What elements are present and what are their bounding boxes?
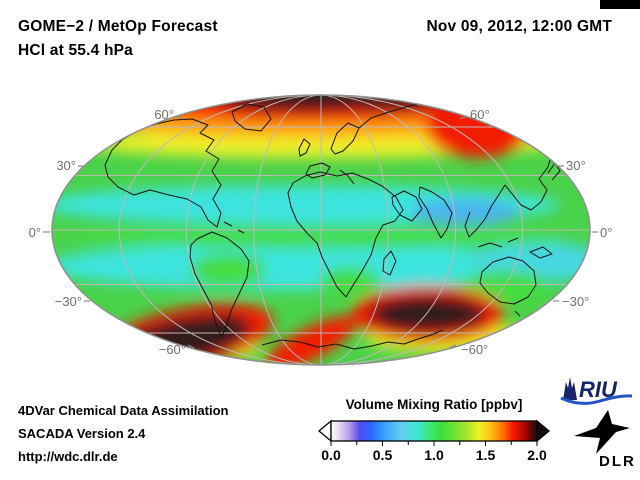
lat-label-left-m60: −60° (159, 342, 186, 357)
riu-cathedral-icon (563, 377, 577, 400)
dlr-star-icon (574, 410, 630, 454)
mixing-ratio-field (52, 95, 590, 365)
plot-title-line2: HCl at 55.4 hPa (18, 42, 133, 59)
lat-label-left-m30: −30° (55, 294, 82, 309)
colorbar-title: Volume Mixing Ratio [ppbv] (345, 397, 523, 412)
colorbar-tick-20: 2.0 (527, 447, 547, 463)
colorbar-right-arrow (536, 419, 550, 443)
colorbar-gradient (330, 420, 538, 442)
lat-label-right-0: 0° (600, 225, 612, 240)
colorbar (318, 419, 550, 446)
riu-logo: RIU (560, 377, 633, 405)
riu-wave-icon (560, 394, 633, 405)
colorbar-ticks (330, 441, 538, 446)
footer-version: SACADA Version 2.4 (18, 426, 146, 441)
colorbar-tick-05: 0.5 (372, 447, 393, 463)
world-map: 60° 30° 0° −30° −60° 60° 30° 0° −30° −60… (29, 94, 612, 366)
colorbar-tick-15: 1.5 (475, 447, 496, 463)
lat-label-left-60: 60° (154, 107, 174, 122)
plot-datetime: Nov 09, 2012, 12:00 GMT (426, 18, 612, 35)
dlr-logo: DLR (574, 410, 636, 470)
top-right-corner-mark (600, 0, 640, 9)
colorbar-left-arrow (318, 419, 332, 443)
lat-label-left-30: 30° (56, 158, 76, 173)
globe-outline (51, 94, 591, 366)
latitude-ticks (43, 115, 598, 349)
lat-label-left-0: 0° (29, 225, 41, 240)
lat-label-right-30: 30° (566, 158, 586, 173)
dlr-logo-text: DLR (599, 453, 636, 470)
footer-url: http://wdc.dlr.de (18, 449, 118, 464)
lat-label-right-60: 60° (470, 107, 490, 122)
colorbar-tick-10: 1.0 (424, 447, 444, 463)
lat-label-right-m30: −30° (562, 294, 589, 309)
plot-title-line1: GOME−2 / MetOp Forecast (18, 18, 218, 35)
lat-label-right-m60: −60° (461, 342, 488, 357)
footer-assimilation: 4DVar Chemical Data Assimilation (18, 403, 229, 418)
colorbar-tick-0: 0.0 (321, 447, 341, 463)
